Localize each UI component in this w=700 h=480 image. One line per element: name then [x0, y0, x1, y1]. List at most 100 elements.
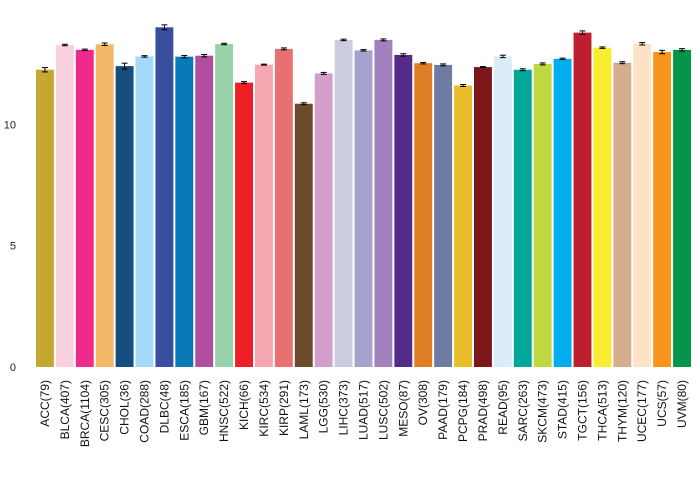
bar-skcm — [533, 63, 552, 368]
x-tick-label-hnsc: HNSC(522) — [217, 380, 231, 442]
error-bar-read — [499, 54, 506, 59]
error-bar-lihc — [340, 38, 347, 42]
bar-esca — [175, 56, 194, 367]
bar-thca — [593, 47, 612, 367]
bar-hnsc — [215, 44, 234, 368]
x-tick-label-coad: COAD(288) — [138, 380, 152, 443]
x-tick-label-prad: PRAD(498) — [476, 380, 490, 441]
error-bar-meso — [400, 53, 407, 57]
x-tick-label-pcpg: PCPG(184) — [456, 380, 470, 442]
error-bar-uvm — [679, 48, 686, 52]
x-tick-label-tgct: TGCT(156) — [576, 380, 590, 441]
y-axis: 0 5 10 — [4, 119, 16, 374]
bars-group — [36, 27, 691, 368]
x-axis-labels: ACC(79) BLCA(407) BRCA(1104) CESC(305) CHOL(… — [38, 380, 689, 447]
error-bar-ov — [420, 61, 427, 65]
bar-gbm — [195, 55, 214, 368]
x-tick-label-luad: LUAD(517) — [357, 380, 371, 440]
x-tick-label-lgg: LGG(530) — [317, 380, 331, 433]
error-bar-blca — [61, 43, 68, 47]
error-bar-prad — [479, 66, 486, 69]
x-tick-label-stad: STAD(415) — [556, 380, 570, 439]
error-bar-skcm — [539, 62, 546, 66]
bar-chol — [115, 66, 134, 367]
bar-coad — [135, 56, 154, 368]
x-tick-label-lusc: LUSC(502) — [376, 380, 390, 440]
error-bar-ucec — [639, 42, 646, 46]
error-bars-group — [41, 24, 686, 106]
error-bar-brca — [81, 48, 88, 52]
x-tick-label-ov: OV(308) — [416, 380, 430, 425]
error-bar-coad — [141, 55, 148, 58]
error-bar-tgct — [579, 30, 586, 35]
y-tick-label-5: 5 — [10, 241, 16, 253]
bar-meso — [394, 54, 413, 367]
x-tick-label-sarc: SARC(263) — [516, 380, 530, 441]
bar-thym — [613, 62, 632, 368]
x-tick-label-lihc: LIHC(373) — [337, 380, 351, 435]
error-bar-laml — [300, 102, 307, 106]
x-tick-label-ucec: UCEC(177) — [635, 380, 649, 442]
error-bar-stad — [559, 57, 566, 61]
x-tick-label-esca: ESCA(185) — [177, 380, 191, 441]
error-bar-thym — [619, 61, 626, 65]
bar-uvm — [673, 49, 691, 367]
bar-lgg — [314, 73, 333, 367]
x-tick-label-kirc: KIRC(534) — [257, 380, 271, 437]
bar-ucs — [653, 52, 672, 367]
bar-kirc — [255, 64, 273, 368]
error-bar-chol — [121, 62, 128, 70]
error-bar-ucs — [659, 49, 666, 55]
x-tick-label-skcm: SKCM(473) — [536, 380, 550, 443]
error-bar-paad — [440, 63, 447, 67]
error-bar-gbm — [201, 53, 208, 58]
bar-cesc — [95, 44, 114, 368]
x-tick-label-thym: THYM(120) — [615, 380, 629, 442]
bar-dlbc — [155, 27, 174, 368]
bar-brca — [75, 49, 94, 367]
bar-blca — [55, 44, 74, 368]
bar-paad — [434, 64, 453, 367]
x-tick-label-chol: CHOL(36) — [118, 380, 132, 435]
x-tick-label-cesc: CESC(305) — [98, 380, 112, 441]
error-bar-pcpg — [460, 84, 467, 87]
x-tick-label-ucs: UCS(57) — [655, 380, 669, 427]
bar-luad — [354, 50, 373, 367]
bar-prad — [474, 67, 492, 367]
bar-ucec — [633, 43, 652, 367]
bar-lusc — [374, 39, 393, 368]
x-tick-label-dlbc: DLBC(48) — [157, 380, 171, 433]
bar-lihc — [334, 39, 353, 368]
error-bar-kich — [241, 81, 248, 85]
error-bar-thca — [599, 46, 606, 49]
error-bar-lgg — [320, 71, 327, 75]
bar-ov — [414, 63, 433, 367]
error-bar-kirp — [280, 47, 287, 51]
error-bar-lusc — [380, 38, 387, 42]
error-bar-esca — [181, 54, 188, 59]
error-bar-cesc — [101, 42, 108, 46]
x-tick-label-meso: MESO(87) — [396, 380, 410, 437]
x-tick-label-gbm: GBM(167) — [197, 380, 211, 435]
bar-kirp — [274, 48, 293, 367]
x-tick-label-read: READ(95) — [496, 380, 510, 435]
error-bar-kirc — [260, 63, 267, 66]
y-tick-label-0: 0 — [10, 362, 16, 374]
error-bar-hnsc — [221, 42, 228, 46]
bar-kich — [235, 82, 253, 368]
bar-read — [493, 56, 512, 368]
bar-pcpg — [454, 85, 472, 368]
x-tick-label-uvm: UVM(80) — [675, 380, 689, 428]
bar-tgct — [573, 32, 592, 368]
error-bar-sarc — [519, 68, 526, 72]
x-tick-label-kich: KICH(66) — [237, 380, 251, 430]
x-tick-label-brca: BRCA(1104) — [78, 380, 92, 447]
x-tick-label-thca: THCA(513) — [595, 380, 609, 441]
error-bar-dlbc — [161, 24, 168, 31]
bar-sarc — [513, 69, 532, 368]
x-tick-label-blca: BLCA(407) — [58, 380, 72, 439]
y-tick-label-10: 10 — [4, 119, 16, 131]
error-bar-luad — [360, 49, 367, 52]
x-tick-label-kirp: KIRP(291) — [277, 380, 291, 436]
